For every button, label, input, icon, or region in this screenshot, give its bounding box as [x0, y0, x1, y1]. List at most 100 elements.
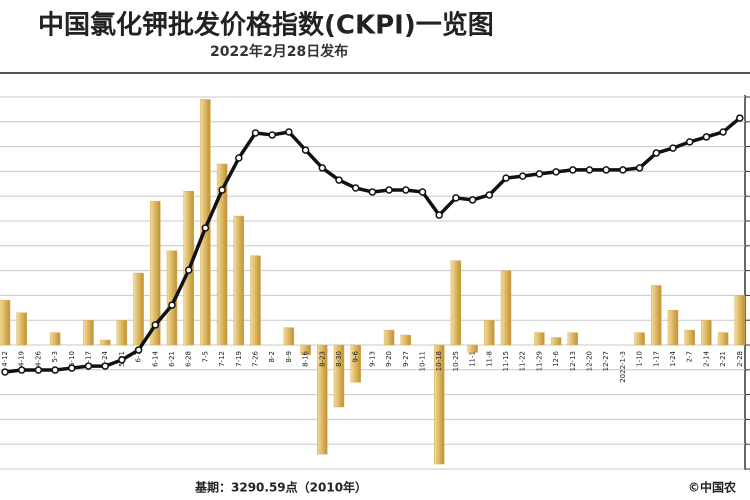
bar	[534, 332, 545, 346]
bar	[150, 200, 161, 346]
bar	[400, 334, 412, 346]
x-tick-label: 2-28	[736, 351, 744, 367]
x-tick-label: 11-29	[535, 351, 543, 371]
x-tick-label: 6-28	[185, 351, 193, 367]
index-point	[368, 188, 377, 196]
x-tick-label: 6-14	[151, 350, 159, 366]
index-point	[635, 164, 644, 172]
bar	[701, 319, 712, 346]
index-point	[218, 186, 226, 194]
index-point	[552, 168, 560, 176]
bar	[283, 327, 295, 346]
x-tick-label: 5-10	[68, 351, 76, 367]
footnote: 基期：3290.59点（2010年）	[194, 480, 367, 495]
bar	[99, 339, 111, 346]
plot-area: 4-124-194-265-35-105-175-245-316-76-146-…	[0, 96, 750, 470]
index-point	[569, 166, 577, 174]
bar	[116, 319, 128, 346]
bar	[0, 300, 11, 346]
index-point	[184, 266, 193, 274]
index-point	[134, 346, 143, 354]
x-tick-label: 8-2	[268, 351, 276, 362]
x-tick-label: 9-20	[385, 351, 393, 367]
chart-title: 中国氯化钾批发价格指数(CKPI)一览图	[38, 10, 494, 41]
bar	[383, 329, 395, 346]
index-point	[318, 164, 327, 172]
bar	[49, 332, 61, 346]
bars	[0, 99, 746, 465]
index-point	[652, 149, 661, 157]
bar	[317, 344, 328, 455]
index-point	[402, 186, 410, 194]
bar	[467, 344, 478, 353]
bar	[450, 260, 462, 346]
index-point	[518, 172, 527, 180]
index-point	[602, 166, 610, 174]
bar	[200, 99, 211, 346]
index-point	[201, 224, 210, 232]
x-tick-label: 5-17	[85, 351, 93, 367]
x-tick-label: 8-16	[302, 350, 310, 366]
x-tick-label: 12-20	[586, 351, 594, 371]
index-point	[351, 184, 360, 192]
index-point	[285, 128, 293, 136]
source: ©中国农	[688, 480, 736, 495]
index-point	[435, 211, 443, 219]
bar	[634, 332, 645, 346]
x-tick-label: 11-22	[519, 351, 527, 371]
x-tick-label: 2022-1-3	[619, 351, 627, 383]
bar	[133, 272, 144, 346]
x-tick-label: 12-6	[552, 350, 560, 366]
index-point	[34, 366, 43, 374]
index-point	[301, 146, 310, 154]
x-tick-label: 7-26	[252, 350, 260, 366]
x-tick-label: 10-11	[419, 351, 427, 371]
x-tick-label: 2-21	[719, 351, 727, 367]
chart-subtitle: 2022年2月28日发布	[210, 43, 348, 60]
bar	[333, 344, 345, 408]
index-point	[619, 166, 627, 174]
x-tick-label: 8-30	[335, 351, 343, 367]
bar	[567, 332, 579, 346]
index-point	[485, 191, 494, 199]
line-layer	[1, 114, 744, 376]
bar	[500, 270, 512, 346]
index-point	[585, 166, 594, 174]
x-labels: 4-124-194-265-35-105-175-245-316-76-146-…	[1, 350, 744, 382]
x-tick-label: 8-23	[318, 351, 326, 367]
bar	[651, 285, 662, 346]
index-point	[235, 154, 243, 162]
bar	[717, 332, 729, 346]
x-tick-label: 2-7	[686, 351, 694, 362]
bar	[16, 312, 27, 346]
x-tick-label: 10-25	[452, 351, 460, 371]
x-tick-label: 7-12	[218, 351, 226, 367]
x-tick-label: 1-24	[669, 350, 677, 366]
x-tick-label: 9-27	[402, 351, 410, 367]
bar	[734, 295, 746, 346]
index-point	[669, 144, 677, 152]
index-point	[251, 129, 260, 137]
x-tick-label: 6-7	[135, 351, 143, 362]
bar	[667, 310, 679, 346]
x-tick-label: 7-19	[235, 351, 243, 367]
bar	[550, 337, 562, 346]
index-point	[1, 368, 9, 376]
x-tick-label: 4-26	[34, 350, 42, 366]
index-point	[268, 131, 276, 139]
x-tick-label: 8-9	[285, 351, 293, 362]
bar	[484, 319, 495, 346]
x-tick-label: 2-14	[702, 350, 710, 366]
index-point	[118, 356, 126, 364]
index-point	[719, 128, 727, 136]
x-tick-label: 6-21	[168, 351, 176, 367]
bar	[300, 344, 311, 356]
bar	[83, 319, 94, 346]
index-point	[335, 176, 343, 184]
index-point	[168, 301, 176, 309]
x-tick-label: 5-3	[51, 351, 59, 362]
x-tick-label: 10-18	[435, 351, 443, 371]
x-tick-label: 11-1	[469, 351, 477, 367]
index-point	[685, 138, 694, 146]
